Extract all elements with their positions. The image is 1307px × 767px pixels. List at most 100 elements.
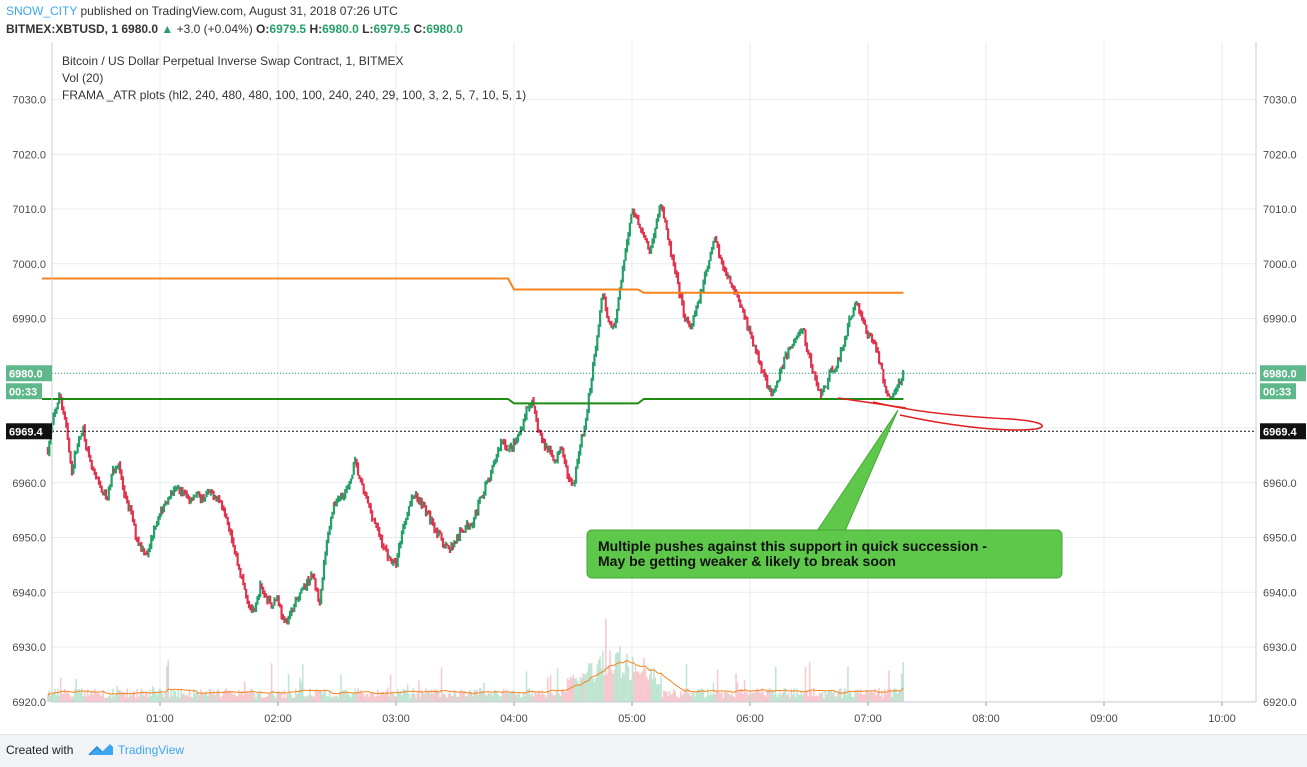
volume-bar-up <box>699 689 702 702</box>
volume-bar-down <box>215 691 218 702</box>
break-projection-drawing[interactable] <box>872 401 1043 431</box>
x-tick-label: 07:00 <box>854 713 882 725</box>
tradingview-logo-icon[interactable] <box>88 741 114 759</box>
volume-bar-up <box>695 691 698 702</box>
volume-bar-up <box>602 651 604 702</box>
volume-bar-up <box>343 690 345 702</box>
volume-bar-up <box>896 694 899 702</box>
volume-bar-up <box>154 692 157 702</box>
volume-bar-down <box>249 689 252 702</box>
volume-bar-down <box>899 690 902 702</box>
volume-bar-up <box>559 696 562 702</box>
time-axis[interactable]: 01:00 02:00 03:00 04:00 05:00 06:00 07:00 08:00… <box>52 701 1256 725</box>
last-price-badge-left: 6980.0 <box>9 368 43 380</box>
volume-bar-up <box>321 693 324 702</box>
volume-bar-up <box>201 692 204 702</box>
last-price: 6980.0 <box>121 22 159 36</box>
volume-bar-down <box>644 668 647 702</box>
volume-bar-down <box>443 694 446 702</box>
volume-bar-down <box>481 690 484 702</box>
volume-bar-up <box>117 690 120 702</box>
volume-bar-up <box>784 688 787 702</box>
price-axes[interactable]: 7030.0 7030.0 7020.0 7020.0 7010.0 7010.0 7000… <box>6 42 1306 709</box>
volume-bar-up <box>854 690 856 702</box>
author-link[interactable]: SNOW_CITY <box>6 4 78 18</box>
callout-box[interactable] <box>586 529 1063 579</box>
volume-bar-down <box>442 693 444 702</box>
volume-bar-up <box>855 691 858 702</box>
volume-bar-up <box>177 690 179 702</box>
footer: Created with TradingView <box>0 734 1307 767</box>
callout-line-2: May be getting weaker & likely to break … <box>598 553 896 569</box>
volume-bar-up <box>107 695 110 702</box>
callout[interactable]: Multiple pushes against this support in … <box>586 409 1063 579</box>
volume-bar-up <box>575 677 577 702</box>
volume-bar-up <box>192 689 195 702</box>
created-with-text: Created with <box>6 743 74 757</box>
volume-bar-up <box>614 654 617 702</box>
volume-bar-up <box>753 692 756 702</box>
volume-bar-down <box>362 694 365 702</box>
volume-bar-down <box>241 690 243 702</box>
volume-bar-up <box>522 691 525 702</box>
volume-bar-up <box>711 694 713 702</box>
countdown-badge-right-bg <box>1260 383 1296 400</box>
price-chart[interactable]: 7030.0 7030.0 7020.0 7020.0 7010.0 7010.0 7000… <box>0 42 1307 734</box>
volume-bar-down <box>446 697 449 702</box>
volume-bar-up <box>821 691 824 702</box>
volume-bar-down <box>505 689 508 702</box>
volume-bar-down <box>881 690 883 702</box>
volume-bar-up <box>558 693 560 702</box>
y-tick-right: 6920.0 <box>1263 697 1297 709</box>
volume-bar-down <box>674 691 676 702</box>
volume-bar-up <box>139 692 141 702</box>
volume-bar-down <box>317 691 320 702</box>
price-lines <box>52 372 1256 432</box>
drawings[interactable] <box>837 397 1043 431</box>
volume-bar-up <box>528 688 531 702</box>
volume-bar-up <box>593 681 596 702</box>
volume-bar-down <box>572 674 575 702</box>
volume-bar-down <box>463 690 466 702</box>
volume-bar-down <box>664 691 667 702</box>
volume-bar-up <box>597 659 600 702</box>
volume-bar-down <box>661 696 664 702</box>
volume-bar-up <box>483 683 485 702</box>
volume-bar-up <box>600 668 603 702</box>
volume-bar-down <box>123 693 126 702</box>
volume-bar-down <box>807 695 810 702</box>
volume-bar-down <box>433 689 436 702</box>
volume-bar-up <box>167 660 170 702</box>
low-value: 6979.5 <box>373 22 411 36</box>
volume-bar-down <box>68 694 70 702</box>
volume-bar-down <box>470 691 473 702</box>
tradingview-brand[interactable]: TradingView <box>118 743 185 757</box>
volume-bar-down <box>866 690 869 702</box>
volume-bar-up <box>398 692 400 702</box>
volume-bar-down <box>563 692 566 702</box>
volume-bar-down <box>684 688 686 702</box>
volume-bar-up <box>158 688 161 702</box>
volume-bar-up <box>823 697 825 702</box>
y-tick-right: 7010.0 <box>1263 204 1297 216</box>
volume-bar-down <box>818 693 821 702</box>
volume-bar-up <box>309 688 311 702</box>
volume-bar-down <box>99 695 102 702</box>
volume-bar-up <box>149 689 151 702</box>
volume-bar-down <box>610 670 613 702</box>
volume-bar-down <box>733 697 736 702</box>
volume-bar-down <box>648 674 651 702</box>
volume-bar-up <box>573 678 576 702</box>
volume-bar-up <box>791 694 794 702</box>
volume-bar-up <box>852 696 855 702</box>
volume-bar-down <box>865 689 868 702</box>
volume-bar-down <box>488 693 491 702</box>
volume-bar-down <box>663 690 665 702</box>
volume-bar-down <box>476 689 478 702</box>
volume-bar-up <box>175 696 178 702</box>
volume-bar-up <box>276 692 279 702</box>
volume-bar-up <box>576 680 579 702</box>
volume-bar-down <box>735 673 737 702</box>
volume-bar-down <box>716 669 719 702</box>
volume-bar-down <box>864 693 866 702</box>
